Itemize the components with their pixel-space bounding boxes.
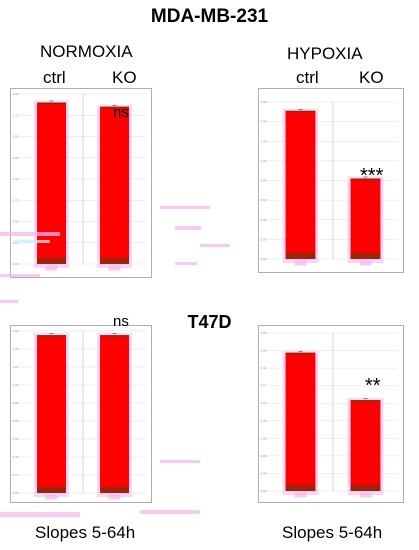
y-tick-label: 1.20 bbox=[261, 139, 267, 143]
y-tick-label: 1.25 bbox=[13, 156, 19, 160]
y-tick-label: 1.03 bbox=[13, 383, 19, 387]
artifact-stripe bbox=[0, 232, 60, 236]
y-tick-label: 0.80 bbox=[261, 179, 267, 183]
y-tick-label: 1.75 bbox=[13, 113, 19, 117]
x-label-highlight bbox=[359, 492, 372, 498]
chart-mda-hypoxia: 0.00 0.20 0.40 0.60 0.80 1.00 1.20 1.40 1.60 bbox=[258, 88, 404, 273]
x-label-highlight bbox=[108, 265, 121, 271]
bar-ko bbox=[350, 400, 381, 491]
footer-right: Slopes 5-64h bbox=[282, 523, 383, 542]
y-tick-label: 0.00 bbox=[13, 262, 19, 266]
bar-top-edge bbox=[285, 110, 316, 113]
bar-ctrl bbox=[285, 352, 316, 491]
bar-base-band bbox=[285, 485, 316, 491]
y-tick-label: 4.00 bbox=[261, 331, 267, 335]
y-tick-label: 3.11 bbox=[261, 366, 267, 370]
chart-t47d-normoxia: 0.00 0.17 0.34 0.52 0.69 0.86 1.03 1.21 1.38 1.55 bbox=[10, 325, 152, 503]
y-tick-label: 0.75 bbox=[13, 198, 19, 202]
figure-title: MDA-MB-231 bbox=[150, 6, 269, 27]
significance-t47d-hypoxia: ** bbox=[365, 375, 381, 397]
y-tick-label: 1.50 bbox=[13, 135, 19, 139]
bar-top-edge bbox=[37, 102, 66, 105]
significance-mda-normoxia: ns bbox=[113, 104, 129, 121]
artifact-stripe bbox=[175, 262, 197, 265]
bar-base-band bbox=[350, 485, 381, 491]
y-tick-label: 0.52 bbox=[13, 437, 19, 441]
chart-t47d-hypoxia: 0.00 0.44 0.89 1.33 1.78 2.22 2.67 3.11 3.56 4.00 bbox=[258, 325, 404, 503]
x-label-highlight bbox=[294, 260, 307, 266]
artifact-stripe bbox=[160, 206, 210, 209]
bar-base-band bbox=[100, 258, 129, 264]
condition-label-normoxia: NORMOXIA bbox=[40, 42, 133, 61]
artifact-stripe bbox=[14, 240, 50, 243]
label-ctrl-hypoxia: ctrl bbox=[296, 68, 319, 87]
y-tick-label: 0.40 bbox=[261, 218, 267, 222]
bar-ctrl bbox=[37, 335, 66, 493]
y-tick-label: 0.00 bbox=[261, 489, 267, 493]
y-tick-label: 1.33 bbox=[261, 436, 267, 440]
x-label-highlight bbox=[45, 265, 58, 271]
significance-t47d-normoxia: ns bbox=[113, 313, 129, 330]
bar-ko bbox=[350, 178, 381, 259]
artifact-stripe bbox=[200, 244, 230, 247]
bar-top-edge bbox=[350, 400, 381, 402]
y-tick-label: 0.34 bbox=[13, 455, 19, 459]
bar-base-band bbox=[350, 253, 381, 259]
label-ko-normoxia: KO bbox=[112, 68, 137, 87]
y-tick-label: 0.44 bbox=[261, 471, 267, 475]
y-tick-label: 0.60 bbox=[261, 198, 267, 202]
chart-mda-normoxia: 0.000.250.500.751.001.251.501.752.00 bbox=[10, 88, 152, 278]
x-label-highlight bbox=[45, 494, 58, 500]
artifact-stripe bbox=[175, 226, 201, 230]
y-tick-label: 0.17 bbox=[13, 473, 19, 477]
section-title-t47d: T47D bbox=[187, 312, 232, 332]
bar-top-edge bbox=[100, 106, 129, 109]
bar-base-band bbox=[37, 258, 66, 264]
x-label-highlight bbox=[359, 260, 372, 266]
x-label-highlight bbox=[294, 492, 307, 498]
bar-ctrl bbox=[285, 110, 316, 259]
x-label-highlight bbox=[108, 494, 121, 500]
y-tick-label: 2.00 bbox=[13, 92, 19, 96]
y-tick-label: 0.20 bbox=[261, 237, 267, 241]
footer-left: Slopes 5-64h bbox=[35, 523, 136, 542]
y-tick-label: 0.50 bbox=[13, 220, 19, 224]
label-ko-hypoxia: KO bbox=[359, 68, 384, 87]
y-tick-label: 0.00 bbox=[261, 257, 267, 261]
y-tick-label: 1.55 bbox=[13, 329, 19, 333]
label-ctrl-normoxia: ctrl bbox=[43, 68, 66, 87]
y-tick-label: 2.67 bbox=[261, 384, 267, 388]
bar-ko bbox=[100, 106, 129, 264]
bar-ctrl bbox=[37, 102, 66, 264]
artifact-stripe bbox=[0, 274, 40, 277]
bar-top-edge bbox=[37, 335, 66, 337]
y-tick-label: 0.89 bbox=[261, 454, 267, 458]
bar-base-band bbox=[100, 487, 129, 493]
bar-base-band bbox=[37, 487, 66, 493]
y-tick-label: 1.78 bbox=[261, 419, 267, 423]
bar-base-band bbox=[285, 253, 316, 259]
y-tick-label: 0.86 bbox=[13, 401, 19, 405]
condition-label-hypoxia: HYPOXIA bbox=[287, 44, 363, 63]
artifact-stripe bbox=[0, 300, 18, 303]
y-tick-label: 1.60 bbox=[261, 100, 267, 104]
artifact-stripe bbox=[160, 460, 200, 463]
artifact-stripe bbox=[0, 512, 80, 517]
y-tick-label: 3.56 bbox=[261, 349, 267, 353]
y-tick-label: 0.69 bbox=[13, 419, 19, 423]
artifact-stripe bbox=[140, 510, 200, 514]
y-tick-label: 1.21 bbox=[13, 365, 19, 369]
y-tick-label: 1.40 bbox=[261, 120, 267, 124]
y-tick-label: 1.38 bbox=[13, 347, 19, 351]
significance-mda-hypoxia: *** bbox=[360, 165, 384, 187]
y-tick-label: 0.00 bbox=[13, 491, 19, 495]
bar-top-edge bbox=[285, 352, 316, 355]
y-tick-label: 1.00 bbox=[13, 177, 19, 181]
y-tick-label: 1.00 bbox=[261, 159, 267, 163]
bar-top-edge bbox=[100, 335, 129, 337]
y-tick-label: 2.22 bbox=[261, 401, 267, 405]
bar-top-edge bbox=[350, 178, 381, 181]
bar-ko bbox=[100, 335, 129, 493]
